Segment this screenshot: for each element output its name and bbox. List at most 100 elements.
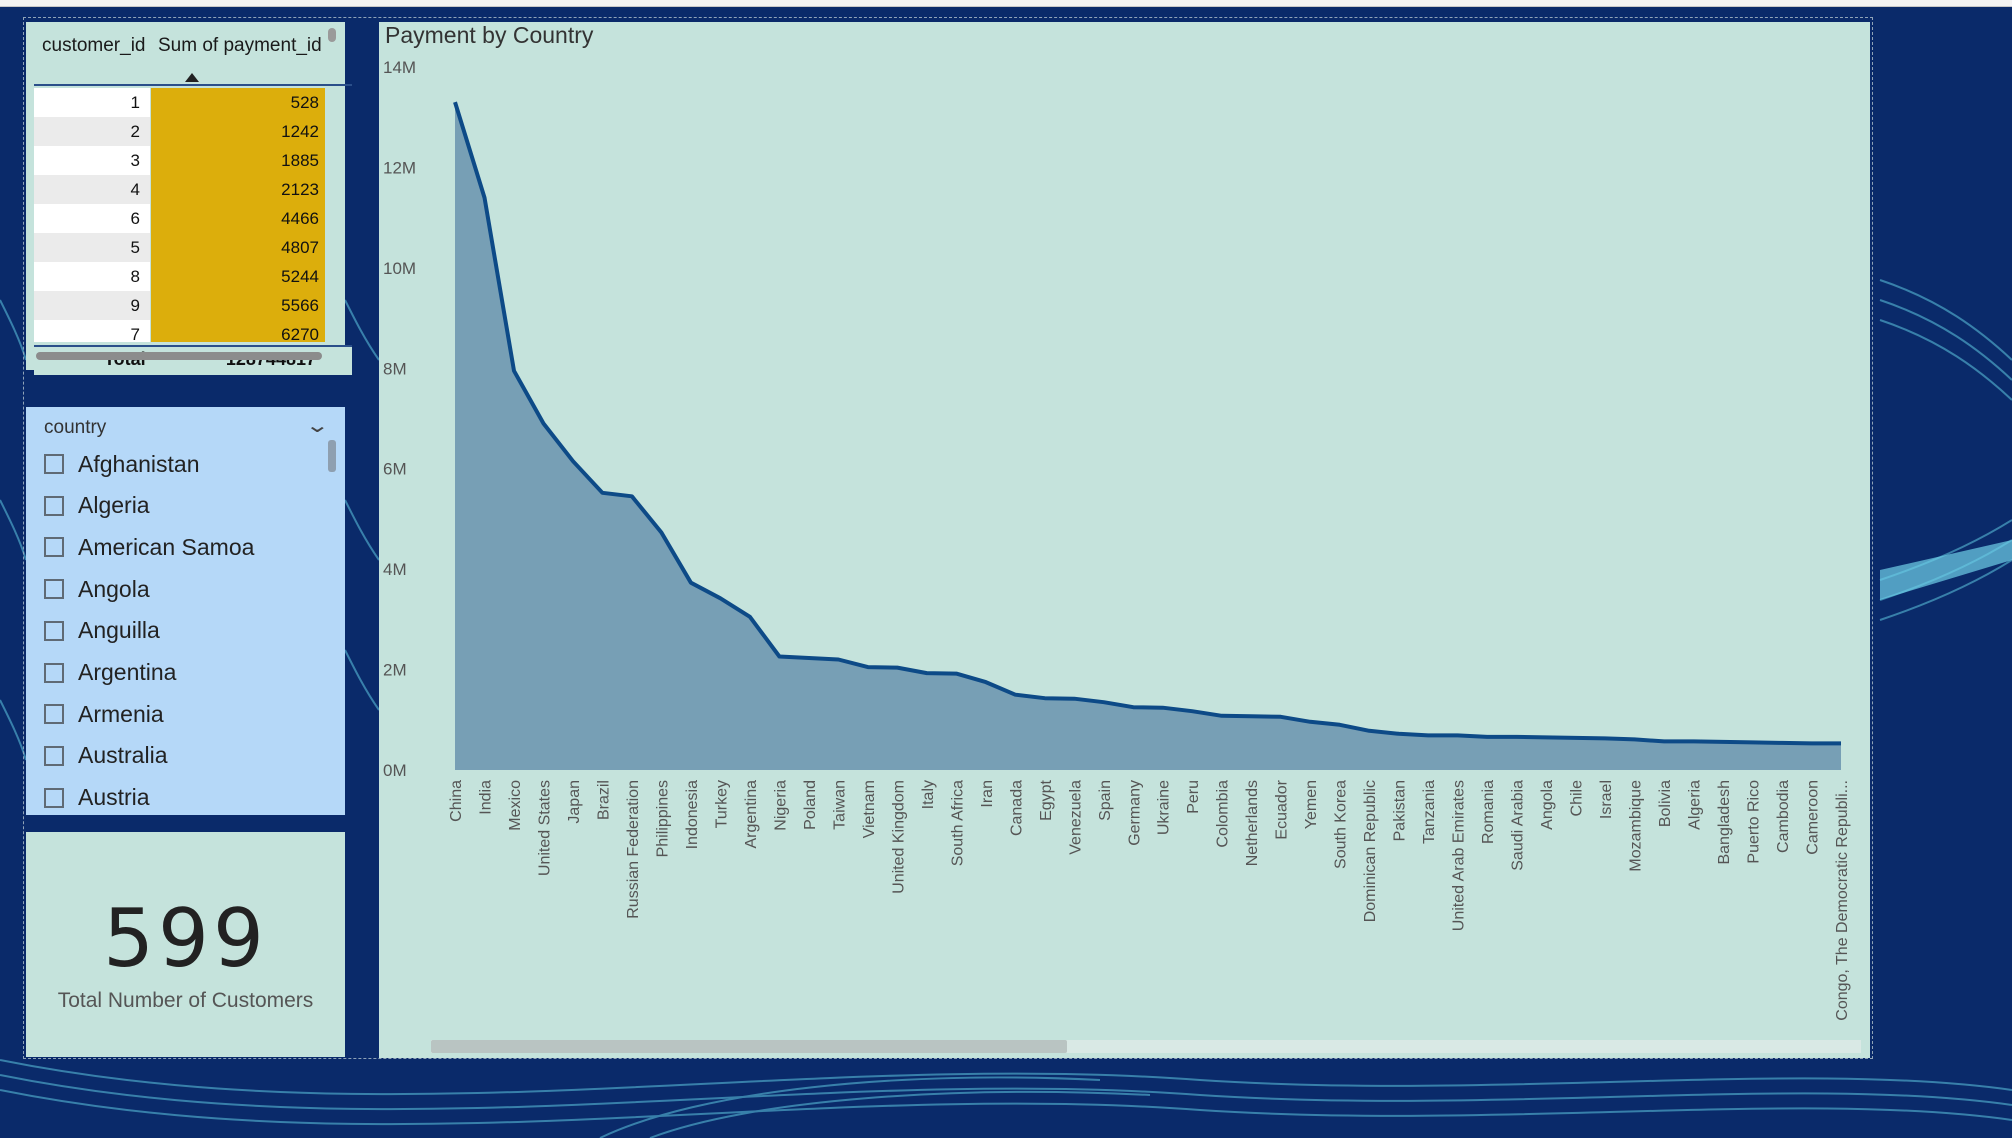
x-tick-label: Venezuela <box>1067 780 1084 855</box>
table-row[interactable]: 1 528 <box>34 88 352 117</box>
slicer-item-label: Angola <box>78 575 150 602</box>
top-toolbar-strip <box>0 0 2012 7</box>
x-tick-label: Israel <box>1598 780 1615 819</box>
x-tick-label: Italy <box>920 780 937 809</box>
x-tick-label: Puerto Rico <box>1746 780 1763 864</box>
checkbox[interactable] <box>44 495 64 516</box>
cell-customer-id: 1 <box>34 88 150 117</box>
x-tick-label: Peru <box>1185 780 1202 814</box>
slicer-title: country <box>44 417 107 438</box>
x-tick-label: Netherlands <box>1244 780 1261 866</box>
slicer-item[interactable]: Angola <box>44 574 150 604</box>
slicer-item-label: Argentina <box>78 659 177 685</box>
cell-sum-payment-id: 5566 <box>151 291 325 320</box>
x-tick-label: Russian Federation <box>625 780 642 919</box>
checkbox[interactable] <box>44 537 64 558</box>
x-tick-label: Poland <box>802 780 819 830</box>
checkbox[interactable] <box>44 745 64 766</box>
slicer-item[interactable]: Algeria <box>44 491 150 521</box>
x-tick-label: Turkey <box>713 780 730 828</box>
x-tick-label: Indonesia <box>684 780 701 849</box>
x-tick-label: Bolivia <box>1657 780 1674 827</box>
checkbox[interactable] <box>44 787 64 808</box>
table-row[interactable]: 9 5566 <box>34 291 352 320</box>
x-tick-label: United Arab Emirates <box>1451 780 1468 931</box>
chart-scrollbar-thumb[interactable] <box>431 1040 1067 1053</box>
x-tick-label: Dominican Republic <box>1362 780 1379 922</box>
table-horizontal-scrollbar[interactable] <box>36 352 322 360</box>
x-tick-label: Germany <box>1126 780 1143 846</box>
table-row[interactable]: 5 4807 <box>34 233 352 262</box>
sort-ascending-icon[interactable] <box>185 73 199 82</box>
x-tick-label: Philippines <box>654 780 671 857</box>
column-header-customer-id[interactable]: customer_id <box>42 35 146 56</box>
x-tick-label: Cambodia <box>1775 780 1792 853</box>
y-tick-label: 8M <box>383 359 407 378</box>
table-vertical-scrollbar[interactable] <box>328 28 336 42</box>
column-header-sum-payment-id[interactable]: Sum of payment_id <box>158 35 322 56</box>
checkbox[interactable] <box>44 620 64 641</box>
slicer-item[interactable]: Argentina <box>44 658 176 688</box>
x-tick-label: Pakistan <box>1392 780 1409 841</box>
card-value: 599 <box>103 892 268 985</box>
checkbox[interactable] <box>44 704 64 725</box>
table-row[interactable]: 8 5244 <box>34 262 352 291</box>
cell-sum-payment-id: 1885 <box>151 146 325 175</box>
slicer-item[interactable]: Armenia <box>44 699 164 729</box>
cell-sum-payment-id: 1242 <box>151 117 325 146</box>
x-tick-label: Japan <box>566 780 583 824</box>
slicer-item[interactable]: American Samoa <box>44 532 254 562</box>
header-divider <box>34 84 352 86</box>
x-tick-label: Congo, The Democratic Republi... <box>1834 780 1851 1021</box>
cell-customer-id: 8 <box>34 262 150 291</box>
x-tick-label: Argentina <box>743 780 760 849</box>
checkbox[interactable] <box>44 454 64 474</box>
x-tick-label: Egypt <box>1038 779 1055 820</box>
area-fill <box>455 102 1841 771</box>
x-tick-label: Taiwan <box>831 780 848 830</box>
x-tick-label: Cameroon <box>1805 780 1822 855</box>
table-total-row: Total 128744817 <box>34 345 352 375</box>
x-tick-label: United States <box>536 780 553 876</box>
slicer-item[interactable]: Australia <box>44 741 167 771</box>
x-tick-label: Vietnam <box>861 780 878 838</box>
cell-customer-id: 5 <box>34 233 150 262</box>
x-tick-label: India <box>477 780 494 815</box>
x-tick-label: South Korea <box>1333 780 1350 869</box>
y-tick-label: 14M <box>383 58 416 77</box>
slicer-item-label: Algeria <box>78 492 150 519</box>
checkbox[interactable] <box>44 662 64 683</box>
slicer-item[interactable]: Austria <box>44 783 150 813</box>
x-tick-label: Bangladesh <box>1716 780 1733 865</box>
y-tick-label: 10M <box>383 259 416 278</box>
table-row[interactable]: 7 6270 <box>34 320 352 342</box>
table-row[interactable]: 4 2123 <box>34 175 352 204</box>
x-tick-label: Saudi Arabia <box>1510 780 1527 871</box>
x-tick-label: South Africa <box>949 780 966 866</box>
cell-customer-id: 6 <box>34 204 150 233</box>
country-slicer: country ⌄ Afghanistan Algeria American Sam… <box>26 407 345 815</box>
table-row[interactable]: 2 1242 <box>34 117 352 146</box>
checkbox[interactable] <box>44 579 64 600</box>
x-tick-label: Ecuador <box>1274 779 1291 839</box>
customer-payment-table[interactable]: customer_id Sum of payment_id 1 528 2 1242 3… <box>26 22 352 375</box>
slicer-item-label: American Samoa <box>78 533 255 560</box>
x-tick-label: Brazil <box>595 780 612 820</box>
y-tick-label: 4M <box>383 560 407 579</box>
slicer-item[interactable]: Anguilla <box>44 616 160 646</box>
cell-customer-id: 2 <box>34 117 150 146</box>
table-row[interactable]: 6 4466 <box>34 204 352 233</box>
x-tick-label: Tanzania <box>1421 780 1438 844</box>
y-tick-label: 0M <box>383 761 407 780</box>
chevron-down-icon[interactable]: ⌄ <box>304 415 330 437</box>
slicer-item-label: Australia <box>78 742 168 769</box>
slicer-item[interactable]: Afghanistan <box>44 449 199 479</box>
table-row[interactable]: 3 1885 <box>34 146 352 175</box>
payment-by-country-chart[interactable]: 0M 2M 4M 6M 8M 10M 12M 14M China India Mexico Unite… <box>379 22 1870 1058</box>
slicer-scrollbar[interactable] <box>328 440 336 472</box>
y-tick-label: 2M <box>383 661 407 680</box>
area-chart-svg: 0M 2M 4M 6M 8M 10M 12M 14M China India Mexico Unite… <box>383 58 1851 1021</box>
cell-sum-payment-id: 5244 <box>151 262 325 291</box>
x-tick-label: Algeria <box>1687 780 1704 830</box>
